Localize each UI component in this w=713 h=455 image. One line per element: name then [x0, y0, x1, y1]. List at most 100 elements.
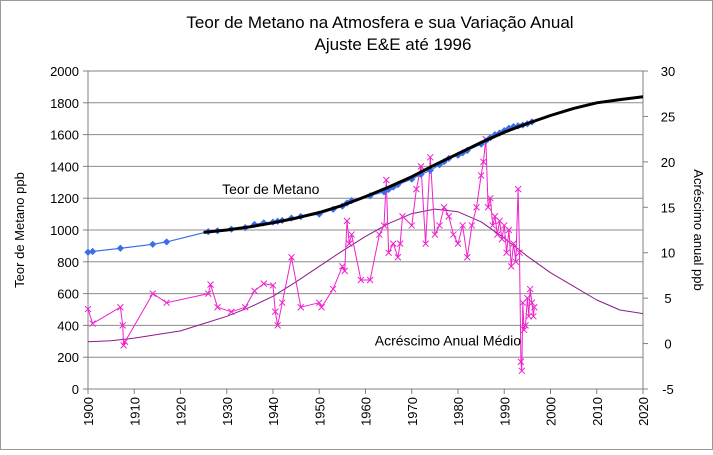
data-point	[315, 299, 323, 307]
y-left-tick-label: 1000	[50, 223, 79, 238]
data-point	[399, 213, 406, 220]
data-point	[318, 303, 325, 311]
data-point	[271, 308, 279, 316]
data-point	[348, 231, 355, 238]
data-point	[394, 253, 402, 261]
data-point	[510, 240, 517, 247]
y-right-tick-label: 30	[661, 64, 675, 79]
data-point	[522, 322, 529, 329]
series-line	[87, 208, 644, 343]
data-point	[343, 217, 351, 225]
chart-subtitle: Ajuste E&E até 1996	[315, 35, 472, 54]
x-tick-label: 2000	[544, 397, 559, 426]
data-point	[84, 248, 92, 256]
x-tick-label: 1960	[359, 397, 374, 426]
data-point	[357, 276, 365, 284]
data-point	[163, 299, 170, 307]
y-left-tick-label: 200	[57, 350, 79, 365]
data-point	[417, 163, 425, 170]
data-point	[149, 290, 157, 297]
x-tick-label: 1930	[220, 397, 235, 426]
y-right-tick-label: 25	[661, 109, 675, 124]
annotation-label: Acréscimo Anual Médio	[375, 332, 522, 348]
data-point	[345, 240, 353, 247]
y-left-tick-label: 0	[72, 382, 79, 397]
data-point	[120, 342, 127, 349]
data-point	[389, 240, 397, 247]
data-point	[149, 240, 157, 248]
series-layer	[84, 95, 644, 375]
data-point	[163, 238, 171, 246]
x-tick-label: 1950	[312, 397, 327, 426]
data-point	[528, 299, 536, 307]
data-point	[489, 222, 497, 229]
data-point	[382, 176, 390, 184]
data-point	[376, 231, 383, 238]
data-point	[89, 247, 97, 256]
data-point	[505, 226, 513, 234]
data-point	[484, 203, 492, 211]
data-point	[339, 262, 346, 270]
y-left-axis-label: Teor de Metano ppb	[12, 172, 27, 288]
y-left-tick-label: 1800	[50, 96, 79, 111]
data-point	[431, 231, 439, 238]
data-point	[117, 303, 124, 311]
data-point	[207, 281, 214, 288]
data-point	[518, 367, 526, 375]
data-point	[297, 303, 305, 311]
data-point	[477, 172, 485, 179]
gridlines	[88, 70, 643, 390]
x-ticks: 1900 1910 1920 1930 1940 1950 1960 1970 1980 1990…	[81, 389, 651, 426]
data-point	[260, 280, 268, 287]
data-point	[426, 153, 434, 161]
data-point	[526, 285, 534, 293]
chart-title: Teor de Metano na Atmosfera e sua Variaç…	[186, 13, 573, 32]
y-right-tick-label: 5	[664, 291, 671, 306]
y-right-tick-label: 0	[664, 337, 671, 352]
data-point	[450, 231, 457, 238]
data-point	[116, 244, 124, 252]
y-left-tick-label: 1400	[50, 159, 79, 174]
y-left-tick-label: 2000	[50, 64, 79, 79]
x-tick-label: 2020	[636, 397, 651, 426]
data-point	[274, 322, 281, 329]
data-point	[408, 222, 416, 229]
y-left-tick-label: 1200	[50, 191, 79, 206]
data-point	[366, 276, 374, 284]
series-3	[87, 208, 644, 343]
data-point	[530, 303, 538, 311]
data-point	[214, 303, 221, 311]
data-point	[288, 253, 295, 261]
data-point	[436, 222, 443, 229]
data-point	[119, 322, 127, 329]
series-2	[84, 135, 538, 375]
y-left-tick-label: 1600	[50, 128, 79, 143]
data-point	[514, 185, 522, 193]
y-right-tick-label: 10	[661, 246, 675, 261]
data-point	[84, 305, 92, 313]
data-point	[121, 338, 129, 346]
y-right-ticks: -5 0 5 10 15 20 25 30	[643, 64, 675, 397]
y-left-tick-label: 800	[57, 255, 79, 270]
y-right-tick-label: 15	[661, 200, 675, 215]
y-right-axis-label: Acréscimo anual ppb	[691, 169, 706, 290]
data-point	[480, 158, 487, 166]
data-point	[530, 312, 537, 320]
data-point	[517, 358, 525, 366]
data-point	[396, 240, 404, 247]
y-right-tick-label: 20	[661, 155, 675, 170]
y-left-ticks: 0 200 400 600 800 1000 1200 1400 1600 1800 2000	[50, 64, 88, 397]
data-point	[440, 203, 448, 211]
data-point	[380, 222, 388, 229]
annotation-label: Teor de Metano	[222, 181, 319, 197]
data-point	[341, 267, 349, 275]
data-point	[385, 249, 392, 257]
x-tick-label: 2010	[590, 397, 605, 426]
data-point	[445, 213, 453, 220]
data-point	[503, 249, 510, 257]
x-tick-label: 1970	[405, 397, 420, 426]
data-point	[89, 320, 96, 327]
data-point	[498, 235, 506, 243]
